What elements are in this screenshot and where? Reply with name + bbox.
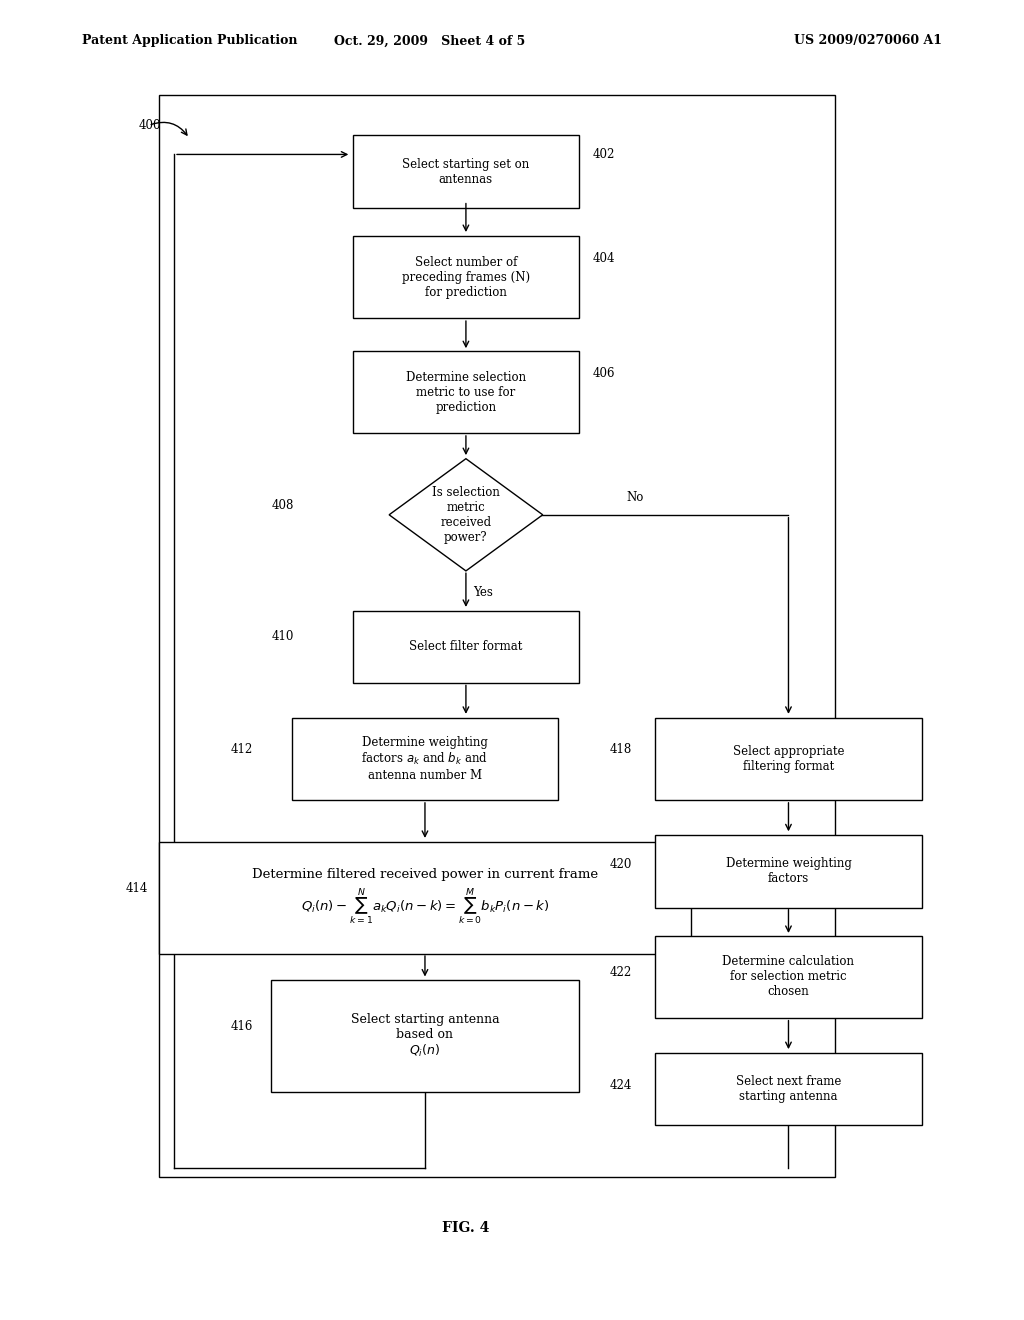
FancyBboxPatch shape: [655, 718, 922, 800]
Text: Determine weighting
factors: Determine weighting factors: [726, 857, 851, 886]
Text: 416: 416: [230, 1020, 253, 1034]
Text: 402: 402: [593, 148, 615, 161]
Text: Determine calculation
for selection metric
chosen: Determine calculation for selection metr…: [723, 956, 854, 998]
Text: FIG. 4: FIG. 4: [442, 1221, 489, 1234]
FancyBboxPatch shape: [159, 842, 691, 953]
Text: Patent Application Publication: Patent Application Publication: [82, 34, 297, 48]
Text: Oct. 29, 2009   Sheet 4 of 5: Oct. 29, 2009 Sheet 4 of 5: [335, 34, 525, 48]
Text: Determine selection
metric to use for
prediction: Determine selection metric to use for pr…: [406, 371, 526, 413]
FancyBboxPatch shape: [655, 836, 922, 908]
Text: Select number of
preceding frames (N)
for prediction: Select number of preceding frames (N) fo…: [401, 256, 530, 298]
FancyBboxPatch shape: [271, 979, 579, 1093]
Text: Select next frame
starting antenna: Select next frame starting antenna: [736, 1074, 841, 1104]
FancyBboxPatch shape: [655, 1053, 922, 1125]
Text: Select filter format: Select filter format: [410, 640, 522, 653]
Text: Select starting set on
antennas: Select starting set on antennas: [402, 157, 529, 186]
Text: Yes: Yes: [473, 586, 493, 599]
Text: Is selection
metric
received
power?: Is selection metric received power?: [432, 486, 500, 544]
Text: 414: 414: [126, 882, 148, 895]
Text: Select appropriate
filtering format: Select appropriate filtering format: [733, 744, 844, 774]
FancyBboxPatch shape: [353, 236, 579, 318]
FancyBboxPatch shape: [292, 718, 558, 800]
Text: 420: 420: [609, 858, 632, 871]
Text: 406: 406: [593, 367, 615, 380]
Text: Determine filtered received power in current frame
$Q_i(n)-\sum_{k=1}^{N}a_kQ_i(: Determine filtered received power in cur…: [252, 869, 598, 927]
FancyBboxPatch shape: [353, 610, 579, 684]
FancyBboxPatch shape: [353, 351, 579, 433]
Text: 412: 412: [230, 743, 253, 756]
FancyBboxPatch shape: [655, 936, 922, 1018]
Text: No: No: [627, 491, 643, 504]
Text: 410: 410: [271, 630, 294, 643]
Text: 424: 424: [609, 1078, 632, 1092]
Text: US 2009/0270060 A1: US 2009/0270060 A1: [794, 34, 942, 48]
Polygon shape: [389, 459, 543, 570]
Text: 400: 400: [138, 119, 161, 132]
Text: 418: 418: [609, 743, 632, 756]
Text: 422: 422: [609, 966, 632, 979]
FancyBboxPatch shape: [353, 135, 579, 207]
Text: 408: 408: [271, 499, 294, 512]
Text: Select starting antenna
based on
$Q_i(n)$: Select starting antenna based on $Q_i(n)…: [350, 1012, 500, 1060]
Text: Determine weighting
factors $a_k$ and $b_k$ and
antenna number M: Determine weighting factors $a_k$ and $b…: [361, 735, 488, 783]
Text: 404: 404: [593, 252, 615, 265]
